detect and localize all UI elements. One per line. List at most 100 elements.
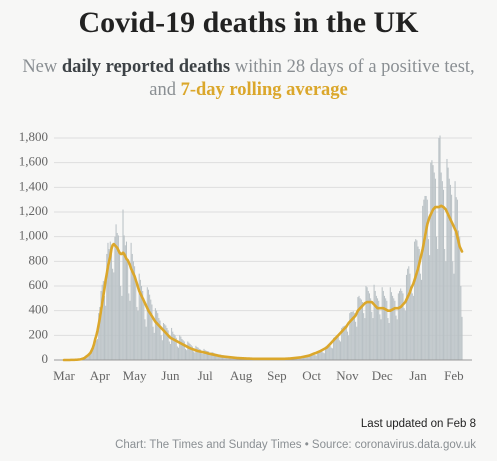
- bar: [357, 297, 359, 360]
- bar: [328, 345, 330, 360]
- y-tick-label: 1,000: [19, 228, 48, 243]
- bar: [446, 158, 448, 360]
- bar: [88, 355, 90, 360]
- bar: [459, 236, 461, 360]
- bar: [386, 300, 388, 360]
- bar: [142, 290, 144, 360]
- bar: [392, 295, 394, 360]
- bar: [329, 345, 331, 360]
- bar: [323, 353, 325, 360]
- bar: [395, 315, 397, 360]
- bar: [409, 273, 411, 360]
- bar: [90, 352, 92, 360]
- bar: [225, 357, 227, 360]
- bar: [122, 209, 124, 360]
- bar: [441, 181, 443, 360]
- bar: [410, 286, 412, 360]
- bar: [359, 298, 361, 360]
- bar: [377, 298, 379, 360]
- bar: [101, 284, 103, 360]
- bar: [330, 347, 332, 360]
- bar: [338, 340, 340, 360]
- bar: [387, 318, 389, 360]
- bar: [309, 354, 311, 360]
- bar: [316, 351, 318, 360]
- bar: [340, 341, 342, 360]
- y-tick-label: 600: [29, 277, 49, 292]
- bar: [438, 138, 440, 360]
- bar: [183, 341, 185, 360]
- bar: [445, 261, 447, 360]
- bar: [353, 313, 355, 360]
- bar: [160, 335, 162, 360]
- bar: [181, 339, 183, 360]
- bar: [189, 343, 191, 360]
- y-tick-label: 0: [42, 351, 49, 366]
- bar: [169, 343, 171, 360]
- bar: [123, 235, 125, 360]
- bar: [139, 279, 141, 360]
- bar: [361, 302, 364, 360]
- bar: [120, 286, 122, 360]
- bar: [112, 268, 114, 360]
- bar: [371, 311, 373, 360]
- bar: [193, 351, 195, 360]
- chart-title: Covid-19 deaths in the UK: [78, 6, 419, 39]
- y-tick-label: 200: [29, 326, 49, 341]
- bar: [401, 290, 403, 360]
- bar: [397, 293, 399, 360]
- bar: [365, 286, 367, 360]
- bar: [412, 295, 414, 360]
- x-tick-label: Apr: [90, 368, 111, 383]
- bar: [432, 165, 434, 360]
- subtitle-text: within 28 days of a positive test, and: [149, 57, 475, 100]
- bar: [212, 352, 214, 360]
- bar: [100, 290, 102, 360]
- bar: [209, 355, 211, 360]
- bar: [92, 346, 94, 360]
- bar: [448, 178, 450, 360]
- bar: [342, 326, 344, 360]
- bar: [434, 178, 436, 360]
- bar: [319, 351, 321, 360]
- bar: [182, 340, 184, 360]
- bar: [136, 306, 138, 360]
- bar: [437, 249, 439, 360]
- bar: [130, 242, 132, 360]
- bar: [389, 287, 391, 360]
- bar: [422, 205, 424, 360]
- bar: [168, 341, 170, 360]
- bar: [400, 288, 402, 360]
- bar: [356, 326, 358, 360]
- bar: [210, 355, 212, 360]
- bar: [153, 332, 155, 360]
- bar: [424, 195, 426, 360]
- bar: [174, 335, 176, 360]
- y-tick-label: 400: [29, 302, 49, 317]
- bar: [333, 337, 335, 360]
- bar: [117, 235, 119, 360]
- bar: [336, 335, 338, 360]
- bar: [226, 357, 228, 360]
- bar: [408, 266, 410, 360]
- bar: [233, 358, 235, 360]
- bar: [234, 358, 236, 360]
- bar: [418, 249, 420, 360]
- bar: [105, 305, 107, 360]
- bar: [187, 341, 189, 360]
- bar: [363, 313, 365, 360]
- bar: [135, 282, 137, 360]
- bar: [149, 294, 151, 360]
- bar: [175, 337, 177, 360]
- bar: [106, 253, 108, 360]
- bar: [202, 353, 204, 360]
- bar: [124, 245, 126, 360]
- bar: [375, 295, 377, 360]
- x-tick-label: Jan: [409, 368, 427, 383]
- bar: [97, 339, 99, 360]
- bar: [302, 356, 305, 360]
- x-tick-label: Sep: [267, 368, 287, 383]
- bar: [179, 335, 181, 360]
- bar: [144, 319, 146, 360]
